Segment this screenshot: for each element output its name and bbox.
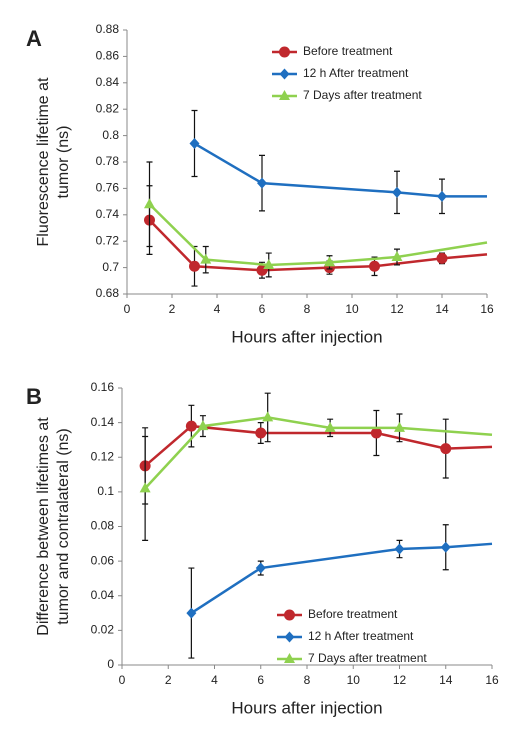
marker [436, 252, 448, 264]
y-axis-label: Fluorescence lifetime at [35, 77, 52, 247]
y-tick-label: 0.82 [96, 101, 120, 115]
x-tick-label: 14 [439, 673, 453, 687]
marker [197, 420, 209, 431]
y-tick-label: 0.16 [91, 380, 115, 394]
y-tick-label: 0 [107, 657, 114, 671]
x-tick-label: 0 [124, 302, 131, 316]
x-tick-label: 2 [169, 302, 176, 316]
series-line [148, 203, 488, 267]
x-axis-label: Hours after injection [231, 698, 382, 717]
x-tick-label: 8 [304, 673, 311, 687]
marker [262, 411, 274, 422]
marker [255, 427, 267, 439]
marker [279, 46, 290, 58]
marker [139, 482, 151, 493]
marker [392, 186, 402, 198]
legend-label: 12 h After treatment [303, 66, 409, 80]
marker [437, 190, 447, 202]
marker [144, 198, 155, 209]
legend-label: Before treatment [303, 44, 393, 58]
x-tick-label: 4 [211, 673, 218, 687]
marker [440, 443, 452, 455]
marker [185, 420, 197, 432]
y-tick-label: 0.88 [96, 22, 120, 36]
y-axis-label: Difference between lifetimes at [35, 417, 52, 636]
legend-label: 7 Days after treatment [303, 88, 422, 102]
y-tick-label: 0.68 [96, 286, 120, 300]
y-tick-label: 0.72 [96, 233, 120, 247]
y-tick-label: 0.74 [96, 207, 120, 221]
y-tick-label: 0.84 [96, 75, 120, 89]
marker [394, 543, 405, 555]
x-tick-label: 8 [304, 302, 311, 316]
marker [279, 68, 290, 80]
x-tick-label: 10 [347, 673, 361, 687]
x-tick-label: 2 [165, 673, 172, 687]
x-tick-label: 14 [435, 302, 449, 316]
marker [440, 541, 451, 553]
marker [200, 253, 212, 264]
marker [369, 260, 380, 272]
legend-label: 7 Days after treatment [308, 651, 427, 665]
legend-label: Before treatment [308, 607, 398, 621]
y-tick-label: 0.76 [96, 181, 120, 195]
series-line [144, 416, 493, 490]
series-line [193, 142, 487, 198]
y-tick-label: 0.86 [96, 49, 120, 63]
x-tick-label: 12 [393, 673, 407, 687]
marker [189, 138, 200, 150]
marker [257, 177, 267, 189]
x-tick-label: 12 [390, 302, 404, 316]
y-axis-label: tumor (ns) [55, 126, 72, 199]
y-tick-label: 0.12 [91, 449, 115, 463]
marker [186, 607, 197, 619]
marker [263, 258, 275, 269]
y-tick-label: 0.02 [91, 623, 115, 637]
y-tick-label: 0.06 [91, 553, 115, 567]
x-tick-label: 4 [214, 302, 221, 316]
y-tick-label: 0.14 [91, 415, 115, 429]
panel-label: A [26, 26, 42, 51]
series-line [144, 424, 493, 467]
x-tick-label: 6 [259, 302, 266, 316]
marker [255, 562, 266, 574]
x-tick-label: 16 [480, 302, 494, 316]
y-axis-label: tumor and contralateral (ns) [55, 428, 72, 625]
y-tick-label: 0.1 [97, 484, 114, 498]
marker [284, 653, 295, 663]
x-tick-label: 0 [119, 673, 126, 687]
marker [394, 421, 405, 432]
panel-label: B [26, 384, 42, 409]
legend-label: 12 h After treatment [308, 629, 414, 643]
marker [324, 421, 336, 432]
marker [324, 256, 335, 267]
y-tick-label: 0.08 [91, 519, 115, 533]
y-tick-label: 0.04 [91, 588, 115, 602]
marker [284, 609, 295, 621]
marker [284, 631, 295, 643]
series-line [190, 542, 493, 615]
marker [279, 90, 290, 100]
y-tick-label: 0.78 [96, 154, 120, 168]
x-tick-label: 16 [485, 673, 499, 687]
marker [370, 427, 382, 439]
marker [189, 260, 200, 272]
y-tick-label: 0.7 [102, 260, 119, 274]
x-tick-label: 6 [257, 673, 264, 687]
marker [391, 251, 403, 262]
x-tick-label: 10 [345, 302, 359, 316]
x-axis-label: Hours after injection [231, 327, 382, 346]
y-tick-label: 0.8 [102, 128, 119, 142]
